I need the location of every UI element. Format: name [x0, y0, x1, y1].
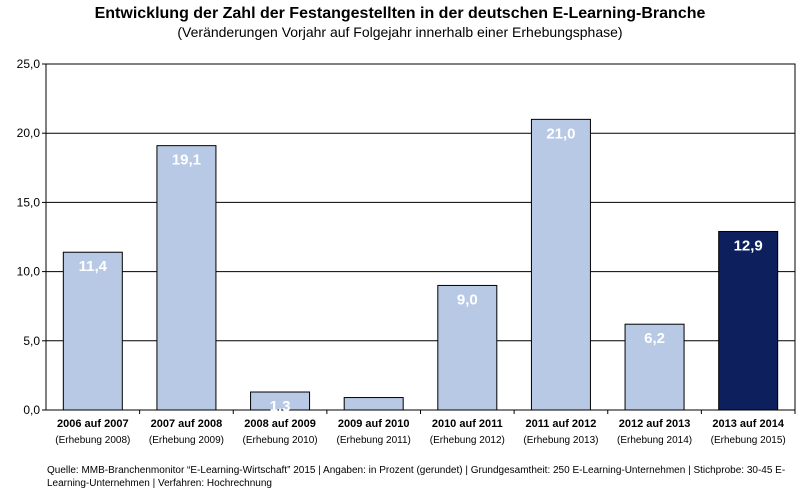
- y-tick-label: 10,0: [17, 265, 41, 279]
- category-label: 2007 auf 2008: [151, 418, 223, 430]
- category-label: 2010 auf 2011: [432, 418, 503, 430]
- bar: [437, 284, 498, 411]
- bar-value-label: 19,1: [172, 152, 201, 169]
- category-sublabel: (Erhebung 2010): [243, 435, 318, 446]
- category-label: 2009 auf 2010: [338, 418, 410, 430]
- category-label: 2013 auf 2014: [712, 418, 784, 430]
- bar-value-label: 6,2: [644, 330, 665, 347]
- chart-subtitle: (Veränderungen Vorjahr auf Folgejahr inn…: [177, 24, 623, 40]
- y-tick-label: 25,0: [17, 57, 41, 71]
- bar-chart: 0,0 5,0 10,0 15,0 20,0 25,0 11,4 2006 auf 2007 (…: [17, 57, 796, 446]
- bar-value-label: 12,9: [734, 237, 763, 254]
- y-tick-label: 5,0: [23, 334, 40, 348]
- category-label: 2008 auf 2009: [244, 418, 316, 430]
- chart-title: Entwicklung der Zahl der Festangestellte…: [94, 5, 706, 22]
- category-sublabel: (Erhebung 2013): [523, 435, 598, 446]
- bar-value-label: 21,0: [546, 125, 575, 142]
- category-sublabel: (Erhebung 2015): [711, 435, 786, 446]
- category-sublabel: (Erhebung 2008): [55, 435, 130, 446]
- bar: [343, 397, 404, 411]
- category-label: 2012 auf 2013: [619, 418, 691, 430]
- bar: [624, 323, 685, 411]
- source-note: Quelle: MMB-Branchenmonitor “E-Learning-…: [47, 465, 786, 489]
- y-tick-label: 0,0: [23, 403, 40, 417]
- category-sublabel: (Erhebung 2009): [149, 435, 224, 446]
- bar: [62, 251, 123, 411]
- bar: [530, 118, 591, 411]
- y-tick-label: 15,0: [17, 195, 41, 209]
- y-tick-label: 20,0: [17, 126, 41, 140]
- category-sublabel: (Erhebung 2014): [617, 435, 692, 446]
- bar-value-label: 1,3: [270, 398, 291, 415]
- category-label: 2011 auf 2012: [525, 418, 596, 430]
- category-label: 2006 auf 2007: [57, 418, 129, 430]
- bar: [156, 145, 217, 411]
- bar-value-label: 11,4: [79, 258, 108, 275]
- category-sublabel: (Erhebung 2011): [337, 435, 411, 446]
- bar: [718, 230, 779, 411]
- bar-value-label: 9,0: [457, 291, 478, 308]
- category-sublabel: (Erhebung 2012): [430, 435, 505, 446]
- bar: [250, 391, 311, 411]
